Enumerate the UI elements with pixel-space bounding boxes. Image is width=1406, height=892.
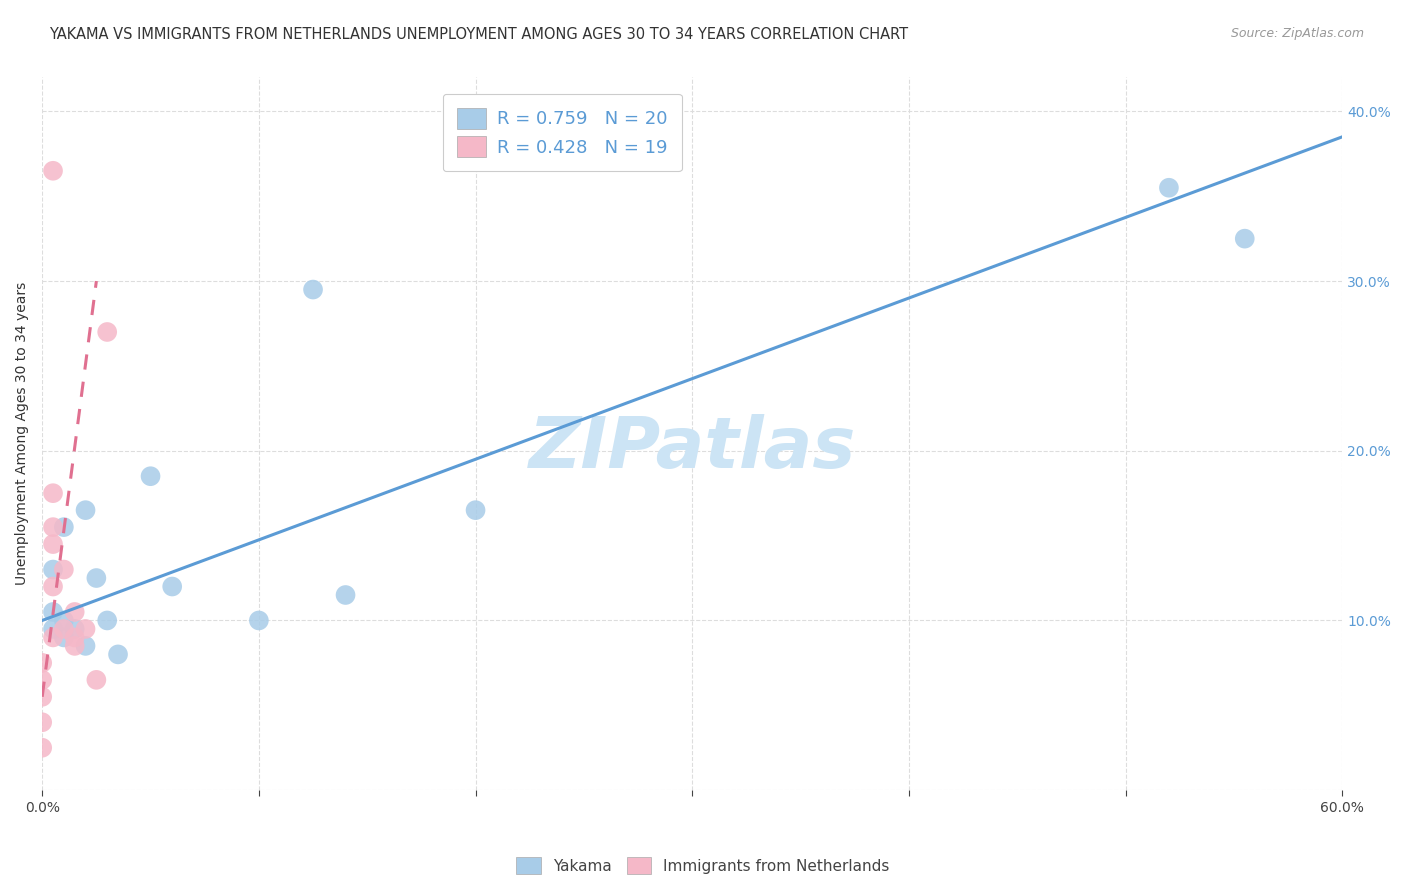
Point — [335, 588, 357, 602]
Point — [107, 648, 129, 662]
Point — [31, 656, 53, 670]
Point — [96, 614, 118, 628]
Point — [42, 537, 65, 551]
Point — [1157, 180, 1180, 194]
Point — [139, 469, 162, 483]
Text: YAKAMA VS IMMIGRANTS FROM NETHERLANDS UNEMPLOYMENT AMONG AGES 30 TO 34 YEARS COR: YAKAMA VS IMMIGRANTS FROM NETHERLANDS UN… — [49, 27, 908, 42]
Point — [31, 740, 53, 755]
Point — [86, 673, 108, 687]
Point — [75, 622, 97, 636]
Point — [1233, 232, 1256, 246]
Point — [63, 605, 86, 619]
Point — [42, 622, 65, 636]
Point — [42, 605, 65, 619]
Point — [96, 325, 118, 339]
Point — [42, 631, 65, 645]
Point — [42, 163, 65, 178]
Legend: Yakama, Immigrants from Netherlands: Yakama, Immigrants from Netherlands — [510, 851, 896, 880]
Point — [63, 631, 86, 645]
Point — [42, 563, 65, 577]
Point — [464, 503, 486, 517]
Point — [86, 571, 108, 585]
Point — [31, 673, 53, 687]
Point — [302, 283, 325, 297]
Point — [42, 580, 65, 594]
Y-axis label: Unemployment Among Ages 30 to 34 years: Unemployment Among Ages 30 to 34 years — [15, 282, 30, 585]
Point — [63, 622, 86, 636]
Point — [42, 520, 65, 534]
Point — [247, 614, 270, 628]
Point — [63, 639, 86, 653]
Point — [52, 563, 75, 577]
Legend: R = 0.759   N = 20, R = 0.428   N = 19: R = 0.759 N = 20, R = 0.428 N = 19 — [443, 94, 682, 171]
Text: Source: ZipAtlas.com: Source: ZipAtlas.com — [1230, 27, 1364, 40]
Point — [42, 486, 65, 500]
Point — [52, 622, 75, 636]
Point — [75, 639, 97, 653]
Point — [160, 580, 183, 594]
Point — [31, 715, 53, 730]
Point — [75, 503, 97, 517]
Point — [52, 631, 75, 645]
Point — [31, 690, 53, 704]
Point — [52, 614, 75, 628]
Text: ZIPatlas: ZIPatlas — [529, 414, 856, 483]
Point — [52, 520, 75, 534]
